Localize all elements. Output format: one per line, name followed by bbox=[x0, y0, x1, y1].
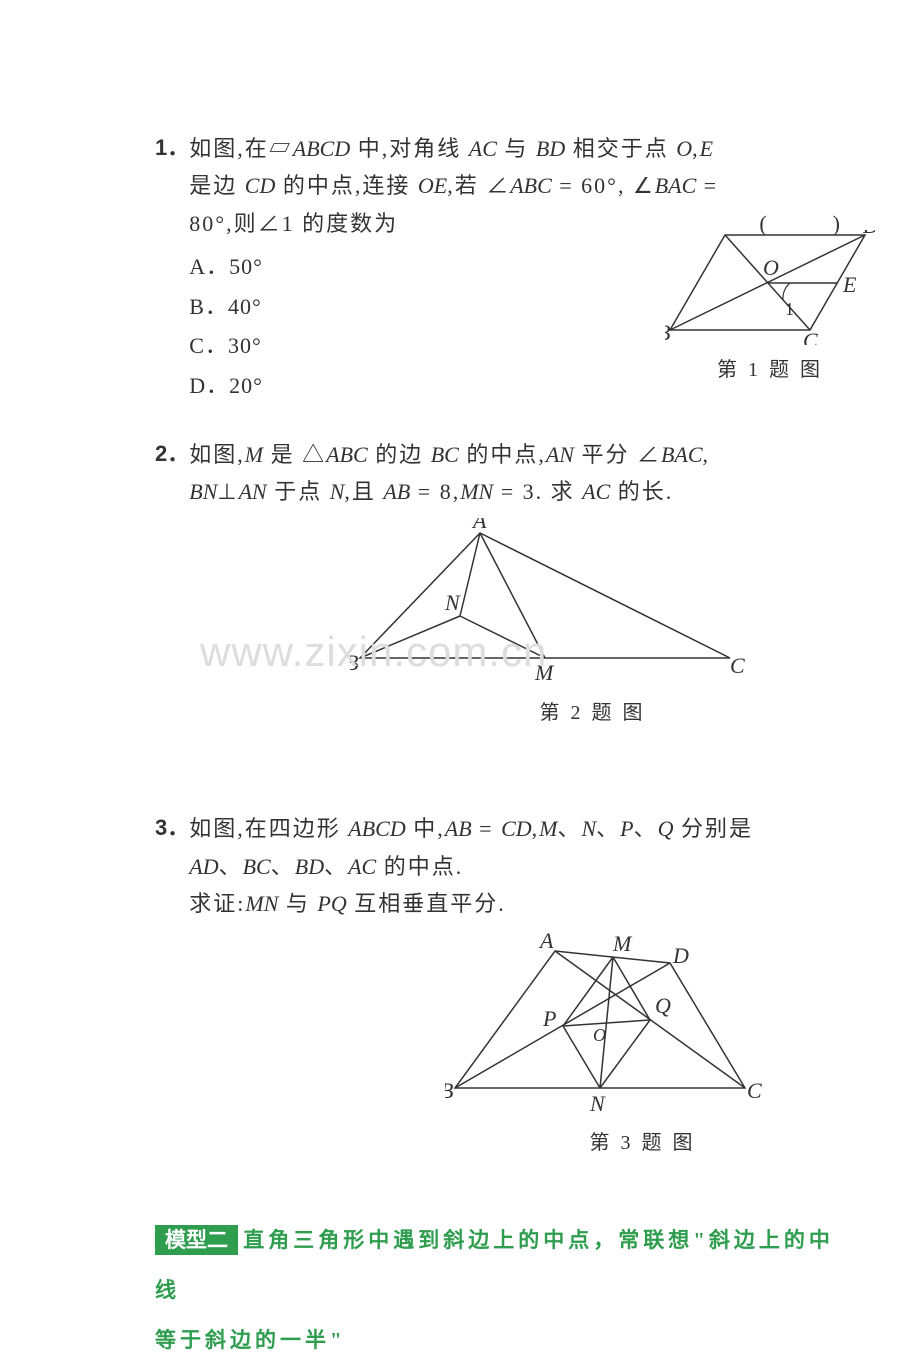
q2-svg: A B C M N bbox=[350, 518, 745, 688]
q3-svg: A D B C M N P Q O bbox=[445, 933, 775, 1118]
q1-number: 1． bbox=[155, 130, 189, 162]
q1-label-A: A bbox=[716, 230, 732, 235]
q2-label-A: A bbox=[471, 518, 487, 533]
q1-l3-text: 80°,则∠1 的度数为 bbox=[189, 211, 398, 236]
q1-line2: 是边 CD 的中点,连接 OE,若 ∠ABC = 60°, ∠BAC = bbox=[189, 167, 840, 204]
q3-figure: A D B C M N P Q O 第 3 题 图 bbox=[445, 933, 840, 1155]
q1-svg: A D B C O E 1 bbox=[665, 230, 875, 345]
q3-label-Q: Q bbox=[655, 993, 671, 1018]
q2-number: 2． bbox=[155, 436, 189, 468]
q3-label-M: M bbox=[612, 933, 633, 956]
q1-line1: 如图,在▱ABCD 中,对角线 AC 与 BD 相交于点 O,E bbox=[189, 130, 840, 167]
q3-line2: AD、BC、BD、AC 的中点. bbox=[189, 848, 840, 885]
problem-2: 2． 如图,M 是 △ABC 的边 BC 的中点,AN 平分 ∠BAC, BN⊥… bbox=[155, 436, 840, 726]
q3-num-text: 3 bbox=[155, 815, 167, 840]
q3-line3: 求证:MN 与 PQ 互相垂直平分. bbox=[189, 885, 840, 922]
q3-caption: 第 3 题 图 bbox=[445, 1126, 840, 1155]
q3-label-P: P bbox=[542, 1006, 556, 1031]
model-2-line1: 模型二 直角三角形中遇到斜边上的中点，常联想"斜边上的中线 bbox=[155, 1215, 840, 1316]
q2-label-B: B bbox=[350, 650, 358, 675]
q2-label-C: C bbox=[730, 653, 745, 678]
q2-figure: A B C M N 第 2 题 图 bbox=[255, 518, 840, 725]
q2-label-N: N bbox=[444, 590, 461, 615]
q1-label-B: B bbox=[665, 320, 670, 345]
model-2-text2: 等于斜边的一半" bbox=[155, 1315, 840, 1365]
problem-3: 3． 如图,在四边形 ABCD 中,AB = CD,M、N、P、Q 分别是 AD… bbox=[155, 810, 840, 1154]
q3-label-A: A bbox=[538, 933, 554, 953]
q2-num-text: 2 bbox=[155, 441, 167, 466]
q3-label-B: B bbox=[445, 1078, 453, 1103]
model-2-text1: 直角三角形中遇到斜边上的中点，常联想"斜边上的中线 bbox=[155, 1228, 834, 1302]
q2-line1: 如图,M 是 △ABC 的边 BC 的中点,AN 平分 ∠BAC, bbox=[189, 436, 840, 473]
q2-caption: 第 2 题 图 bbox=[345, 696, 840, 725]
q3-label-D: D bbox=[672, 943, 689, 968]
problem-3-row: 3． 如图,在四边形 ABCD 中,AB = CD,M、N、P、Q 分别是 AD… bbox=[155, 810, 840, 922]
q2-label-M: M bbox=[534, 660, 555, 685]
q1-label-D: D bbox=[862, 230, 875, 238]
q2-body: 如图,M 是 △ABC 的边 BC 的中点,AN 平分 ∠BAC, BN⊥AN … bbox=[189, 436, 840, 511]
q1-label-O: O bbox=[763, 255, 779, 280]
q1-angle-1: 1 bbox=[785, 299, 794, 319]
model-2-badge: 模型二 bbox=[155, 1225, 238, 1255]
q3-number: 3． bbox=[155, 810, 189, 842]
problem-2-row: 2． 如图,M 是 △ABC 的边 BC 的中点,AN 平分 ∠BAC, BN⊥… bbox=[155, 436, 840, 511]
problem-1: 1． 如图,在▱ABCD 中,对角线 AC 与 BD 相交于点 O,E 是边 C… bbox=[155, 130, 840, 406]
q3-label-C: C bbox=[747, 1078, 762, 1103]
q3-label-N: N bbox=[589, 1091, 606, 1116]
q1-caption: 第 1 题 图 bbox=[665, 353, 875, 382]
q1-label-C: C bbox=[803, 328, 818, 345]
q2-line2: BN⊥AN 于点 N,且 AB = 8,MN = 3. 求 AC 的长. bbox=[189, 473, 840, 510]
q3-label-O: O bbox=[593, 1025, 606, 1045]
model-2-section: 模型二 直角三角形中遇到斜边上的中点，常联想"斜边上的中线 等于斜边的一半" bbox=[155, 1215, 840, 1366]
q1-figure: A D B C O E 1 第 1 题 图 bbox=[665, 230, 875, 382]
q1-num-text: 1 bbox=[155, 135, 167, 160]
q3-body: 如图,在四边形 ABCD 中,AB = CD,M、N、P、Q 分别是 AD、BC… bbox=[189, 810, 840, 922]
q1-label-E: E bbox=[842, 272, 857, 297]
q3-line1: 如图,在四边形 ABCD 中,AB = CD,M、N、P、Q 分别是 bbox=[189, 810, 840, 847]
